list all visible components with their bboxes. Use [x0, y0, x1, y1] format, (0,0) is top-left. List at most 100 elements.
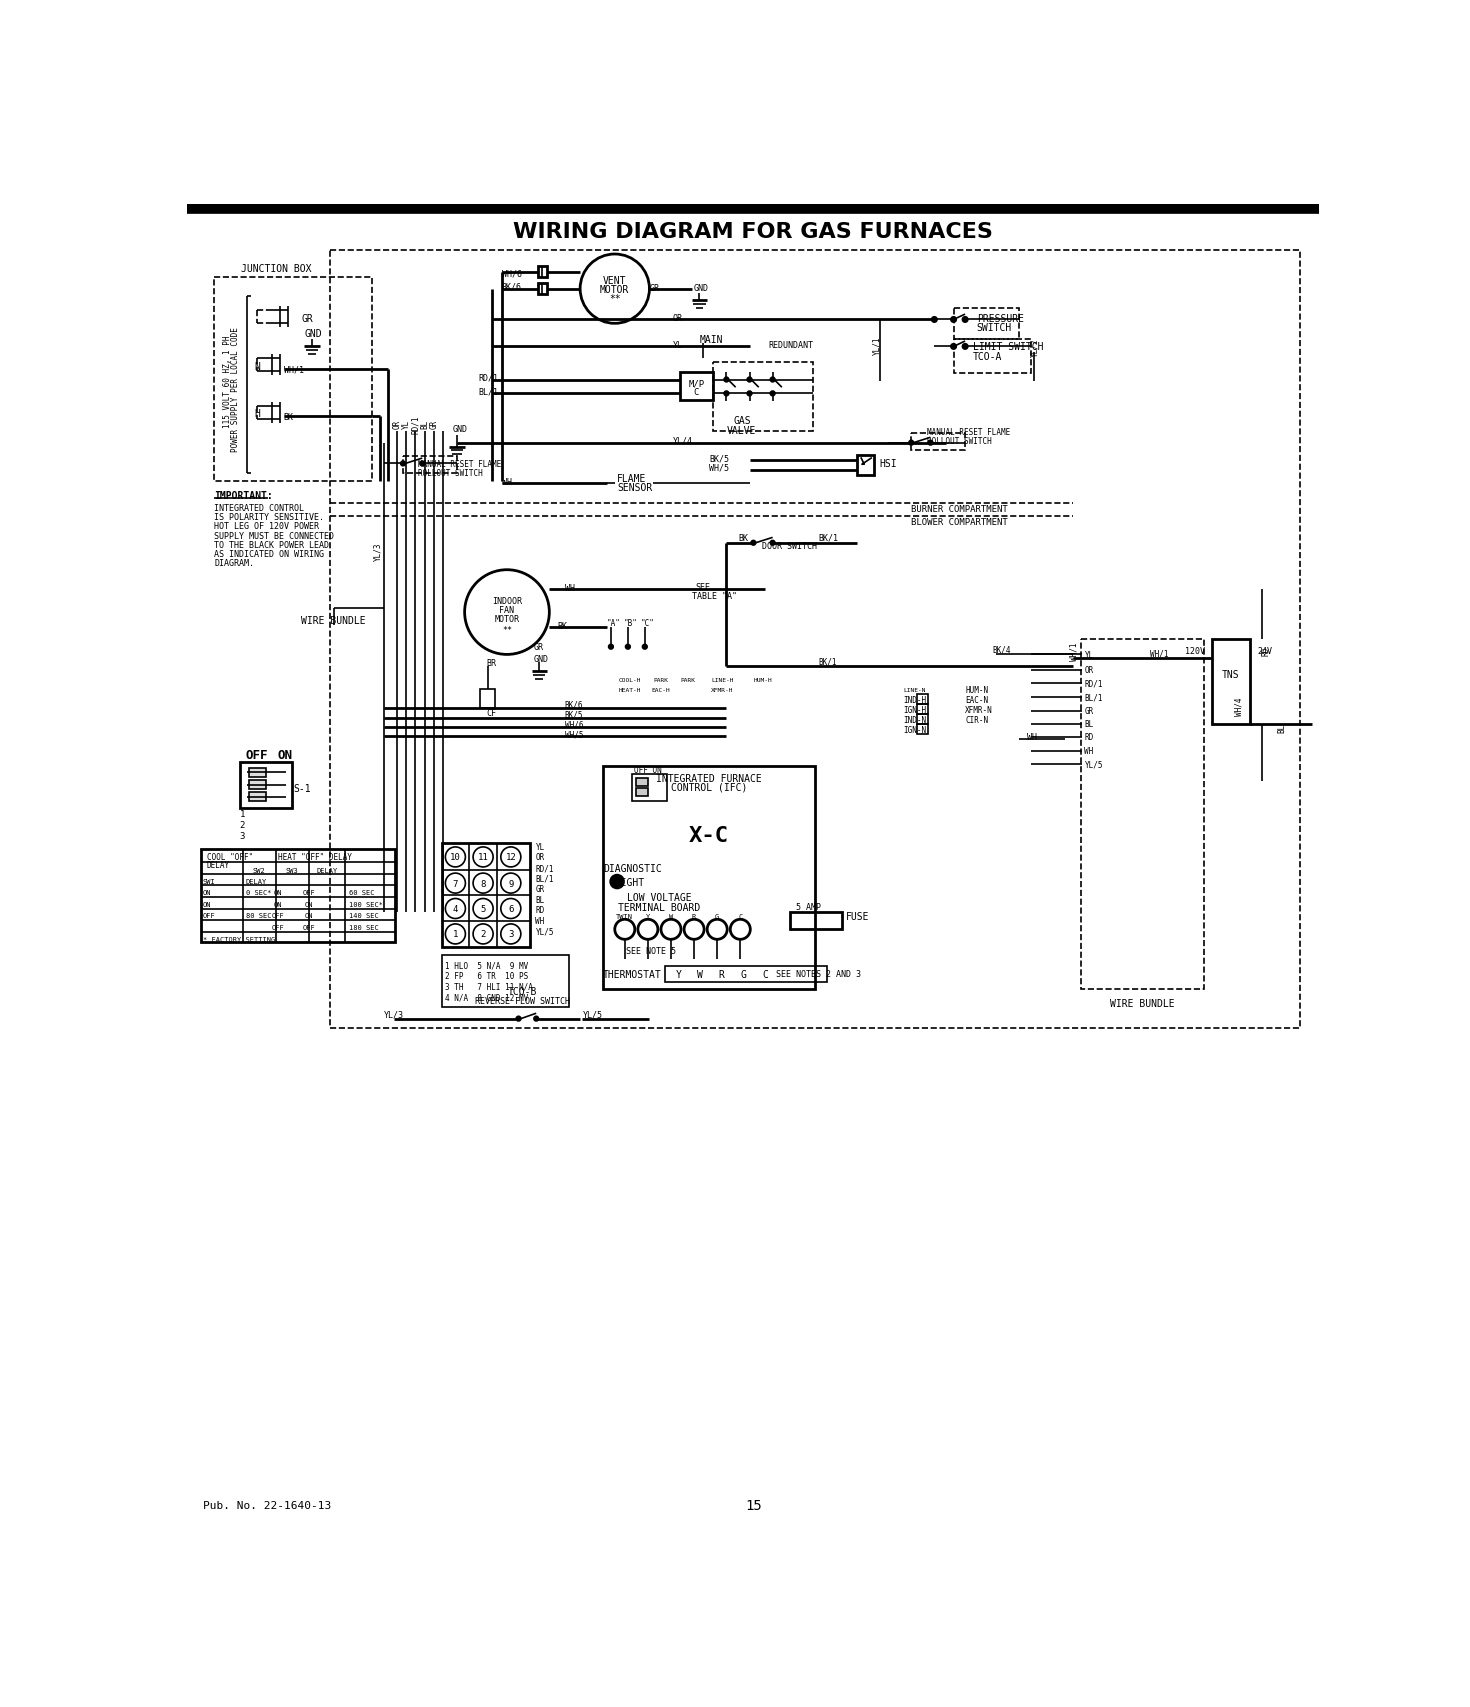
Text: WIRE BUNDLE: WIRE BUNDLE — [301, 616, 366, 625]
Text: LINE-N: LINE-N — [904, 688, 926, 691]
Text: SW2: SW2 — [253, 867, 266, 874]
Text: SEE NOTES 2 AND 3: SEE NOTES 2 AND 3 — [776, 970, 861, 978]
Text: "A": "A" — [607, 618, 620, 626]
Text: M/P: M/P — [688, 379, 704, 387]
Circle shape — [609, 645, 613, 650]
Circle shape — [770, 393, 775, 396]
Text: YL/2: YL/2 — [1030, 338, 1039, 357]
Text: C: C — [761, 970, 767, 980]
Text: BK/5: BK/5 — [710, 454, 729, 463]
Circle shape — [610, 876, 623, 889]
Text: ROLLOUT SWITCH: ROLLOUT SWITCH — [926, 437, 991, 446]
Text: 5 AMP: 5 AMP — [795, 903, 820, 912]
Text: OR: OR — [673, 314, 682, 323]
Text: 4 N/A  8 GND 12 MV: 4 N/A 8 GND 12 MV — [445, 993, 529, 1002]
Text: LIGHT: LIGHT — [603, 877, 644, 888]
Text: VENT: VENT — [603, 277, 626, 287]
Text: 15: 15 — [745, 1499, 761, 1512]
Text: OFF: OFF — [270, 913, 284, 918]
Circle shape — [770, 377, 775, 382]
Text: AS INDICATED ON WIRING: AS INDICATED ON WIRING — [215, 550, 325, 558]
Circle shape — [908, 440, 913, 446]
Bar — [538, 283, 547, 295]
Text: DOOR SWITCH: DOOR SWITCH — [761, 543, 817, 551]
Text: BK/4: BK/4 — [992, 645, 1010, 654]
Text: HSI: HSI — [879, 459, 897, 469]
Text: SUPPLY MUST BE CONNECTED: SUPPLY MUST BE CONNECTED — [215, 531, 334, 539]
Text: 180 SEC: 180 SEC — [350, 925, 379, 930]
Text: WH/4: WH/4 — [1235, 698, 1244, 715]
Bar — [789, 913, 842, 930]
Text: OFF: OFF — [303, 925, 316, 930]
Text: WH: WH — [535, 917, 545, 925]
Circle shape — [420, 463, 425, 466]
Text: PARK: PARK — [681, 678, 695, 683]
Text: R: R — [719, 970, 725, 980]
Text: GR: GR — [1085, 707, 1094, 715]
Text: BL: BL — [1085, 720, 1094, 729]
Text: DIAGNOSTIC: DIAGNOSTIC — [603, 864, 662, 874]
Text: YL/5: YL/5 — [535, 927, 554, 935]
Bar — [1211, 640, 1250, 724]
Text: MOTOR: MOTOR — [494, 615, 519, 625]
Text: G: G — [741, 970, 747, 980]
Text: WIRE BUNDLE: WIRE BUNDLE — [1110, 999, 1175, 1009]
Text: INTEGRATED FURNACE: INTEGRATED FURNACE — [656, 773, 761, 784]
Text: WH/1: WH/1 — [1150, 649, 1169, 657]
Text: GAS: GAS — [734, 415, 751, 425]
Text: BR: BR — [487, 659, 497, 667]
Text: TABLE "A": TABLE "A" — [692, 592, 736, 601]
Text: REDUNDANT: REDUNDANT — [769, 341, 814, 350]
Text: BL: BL — [420, 420, 429, 428]
Text: DELAY: DELAY — [316, 867, 338, 874]
Text: BK/5: BK/5 — [564, 710, 584, 720]
Text: YL/5: YL/5 — [582, 1011, 603, 1019]
Circle shape — [928, 440, 933, 446]
Text: OFF ON: OFF ON — [634, 766, 662, 775]
Bar — [603, 766, 814, 990]
Text: RD/1: RD/1 — [479, 374, 498, 382]
Text: EAC-N: EAC-N — [966, 695, 988, 705]
Text: WH: WH — [564, 584, 575, 592]
Bar — [441, 956, 569, 1007]
Text: LOW VOLTAGE: LOW VOLTAGE — [628, 893, 692, 903]
Text: 11: 11 — [478, 854, 488, 862]
Bar — [248, 768, 266, 777]
Text: 140 SEC: 140 SEC — [350, 913, 379, 918]
Text: 3: 3 — [509, 930, 513, 939]
Bar — [857, 456, 875, 476]
Text: 7: 7 — [453, 879, 459, 888]
Text: WH/5: WH/5 — [564, 731, 584, 739]
Text: 10: 10 — [450, 854, 460, 862]
Text: 120V: 120V — [1185, 647, 1204, 655]
Circle shape — [725, 377, 729, 382]
Text: GR: GR — [535, 884, 545, 893]
Text: "B": "B" — [625, 618, 638, 626]
Text: BL/1: BL/1 — [479, 387, 498, 396]
Text: **: ** — [609, 294, 620, 304]
Text: LINE-H: LINE-H — [711, 678, 734, 683]
Text: OFF: OFF — [203, 913, 216, 918]
Bar — [632, 775, 667, 801]
Text: HUM-N: HUM-N — [966, 685, 988, 695]
Text: BK: BK — [738, 534, 748, 543]
Text: YL: YL — [401, 420, 410, 428]
Text: MOTOR: MOTOR — [600, 285, 629, 295]
Text: BK: BK — [284, 413, 294, 422]
Circle shape — [516, 1017, 520, 1021]
Bar — [917, 724, 928, 736]
Bar — [188, 205, 1320, 213]
Circle shape — [963, 345, 967, 350]
Text: RD/1: RD/1 — [535, 864, 554, 872]
Text: FAN: FAN — [500, 606, 514, 615]
Text: INDOOR: INDOOR — [492, 597, 522, 606]
Text: G: G — [714, 913, 719, 920]
Text: X-C: X-C — [688, 826, 729, 847]
Text: OFF: OFF — [270, 925, 284, 930]
Text: BURNER COMPARTMENT: BURNER COMPARTMENT — [911, 504, 1008, 514]
Text: LIMIT SWITCH: LIMIT SWITCH — [973, 341, 1044, 352]
Text: TERMINAL BOARD: TERMINAL BOARD — [619, 903, 701, 913]
Text: MAIN: MAIN — [700, 335, 723, 345]
Text: BK: BK — [557, 621, 567, 632]
Circle shape — [932, 318, 936, 323]
